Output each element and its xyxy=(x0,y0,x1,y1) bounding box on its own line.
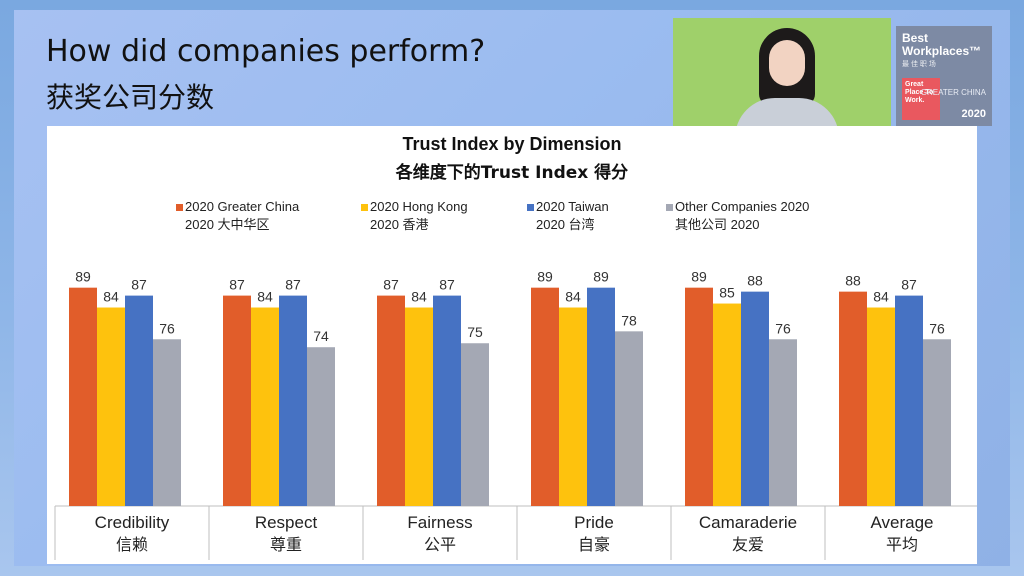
legend-label-cn: 2020 大中华区 xyxy=(185,217,270,232)
data-label: 84 xyxy=(565,289,581,305)
bar xyxy=(531,287,559,506)
data-label: 89 xyxy=(691,269,707,285)
bar xyxy=(251,307,279,506)
data-label: 78 xyxy=(621,312,637,328)
bar xyxy=(69,287,97,506)
data-label: 88 xyxy=(845,273,861,289)
chart-subtitle: 各维度下的Trust Index 得分 xyxy=(395,163,629,183)
data-label: 84 xyxy=(411,289,427,305)
category-label-cn: 自豪 xyxy=(578,535,610,554)
data-label: 87 xyxy=(229,277,245,293)
bar xyxy=(377,295,405,506)
bar xyxy=(223,295,251,506)
bar xyxy=(685,287,713,506)
category-label: Credibility xyxy=(95,513,170,532)
bar xyxy=(279,295,307,506)
data-label: 75 xyxy=(467,324,483,340)
bar xyxy=(559,307,587,506)
logo-best: Best xyxy=(902,31,929,45)
chart-title: Trust Index by Dimension xyxy=(402,134,622,154)
bar xyxy=(125,295,153,506)
bar xyxy=(839,291,867,506)
category-label: Pride xyxy=(574,513,614,532)
slide-title-chinese: 获奖公司分数 xyxy=(46,81,215,114)
logo-subtitle: 最 佳 职 场 xyxy=(902,61,936,68)
legend-item-other-companies: Other Companies 2020 其他公司 2020 xyxy=(666,198,810,234)
legend-label: 2020 Greater China xyxy=(185,199,300,214)
legend-item-greater-china: 2020 Greater China 2020 大中华区 xyxy=(176,198,300,234)
bar xyxy=(713,303,741,506)
legend-label-cn: 2020 台湾 xyxy=(536,217,595,232)
category-label-cn: 友爱 xyxy=(732,535,764,554)
bar xyxy=(97,307,125,506)
category-label: Respect xyxy=(255,513,318,532)
category-label-cn: 公平 xyxy=(424,535,456,554)
bar xyxy=(895,295,923,506)
data-label: 74 xyxy=(313,328,329,344)
logo-region: GREATER CHINA xyxy=(920,88,986,97)
bar-chart: 89 84 87 76 Credibility 信赖 87 84 87 74 Respect 尊重 87… xyxy=(54,269,977,560)
data-label: 84 xyxy=(257,289,273,305)
data-label: 87 xyxy=(383,277,399,293)
data-label: 88 xyxy=(747,273,763,289)
category-label: Average xyxy=(870,513,933,532)
legend-label: Other Companies 2020 xyxy=(675,199,810,214)
legend-swatch xyxy=(527,204,534,211)
category-label: Fairness xyxy=(407,513,472,532)
legend-label: 2020 Taiwan xyxy=(536,199,609,214)
data-label: 85 xyxy=(719,285,735,301)
bar xyxy=(741,291,769,506)
category-label-cn: 尊重 xyxy=(270,535,302,554)
slide-title: How did companies perform? xyxy=(46,34,486,69)
bar xyxy=(769,339,797,506)
logo-workplaces: Workplaces™ xyxy=(902,44,982,58)
legend-item-hong-kong: 2020 Hong Kong 2020 香港 xyxy=(361,198,468,234)
legend-item-taiwan: 2020 Taiwan 2020 台湾 xyxy=(527,198,609,234)
bar xyxy=(433,295,461,506)
data-label: 89 xyxy=(537,269,553,285)
legend-swatch xyxy=(666,204,673,211)
data-label: 76 xyxy=(929,320,945,336)
legend-label: 2020 Hong Kong xyxy=(370,199,468,214)
data-label: 87 xyxy=(285,277,301,293)
presenter-face xyxy=(769,40,805,86)
data-label: 84 xyxy=(873,289,889,305)
chart-panel: Trust Index by Dimension 各维度下的Trust Inde… xyxy=(47,126,977,564)
category-label-cn: 信赖 xyxy=(116,535,148,554)
logo-year: 2020 xyxy=(961,108,986,120)
bar xyxy=(153,339,181,506)
bar xyxy=(615,331,643,506)
gptw-badge: Great Place To Work. xyxy=(902,78,940,120)
data-label: 84 xyxy=(103,289,119,305)
data-label: 76 xyxy=(775,320,791,336)
category-label: Camaraderie xyxy=(699,513,797,532)
data-label: 89 xyxy=(593,269,609,285)
data-label: 76 xyxy=(159,320,175,336)
data-label: 87 xyxy=(131,277,147,293)
best-workplaces-logo: Best Workplaces™ 最 佳 职 场 Great Place To W… xyxy=(896,26,992,126)
data-label: 87 xyxy=(901,277,917,293)
category-label-cn: 平均 xyxy=(886,535,918,554)
bar xyxy=(867,307,895,506)
legend-label-cn: 2020 香港 xyxy=(370,217,429,232)
data-label: 87 xyxy=(439,277,455,293)
legend-label-cn: 其他公司 2020 xyxy=(675,217,760,232)
bar xyxy=(587,287,615,506)
legend-swatch xyxy=(361,204,368,211)
bar xyxy=(307,347,335,506)
legend-swatch xyxy=(176,204,183,211)
bar xyxy=(461,343,489,506)
bar xyxy=(405,307,433,506)
data-label: 89 xyxy=(75,269,91,285)
bar xyxy=(923,339,951,506)
